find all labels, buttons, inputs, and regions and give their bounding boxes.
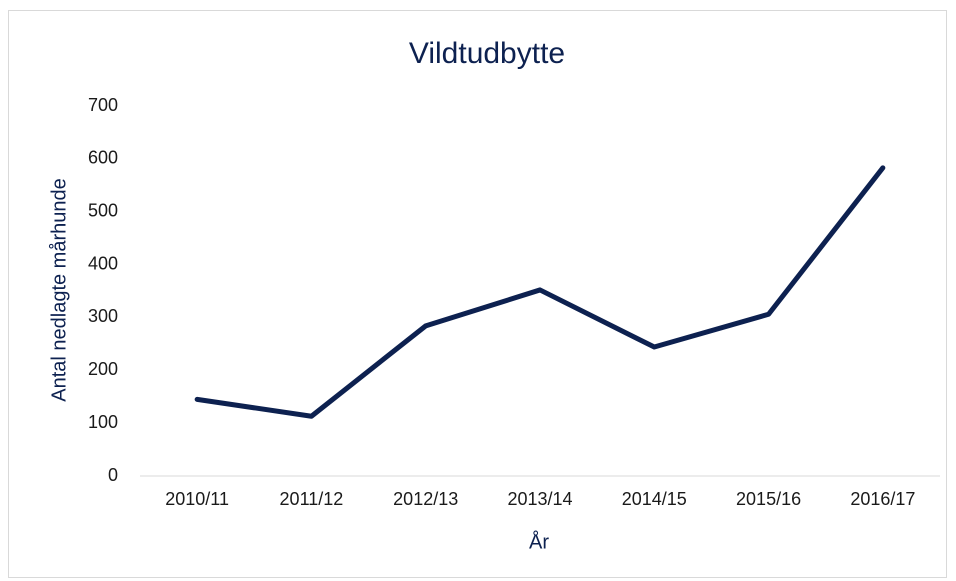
chart-title: Vildtudbytte	[409, 37, 565, 70]
x-tick-label: 2012/13	[393, 489, 458, 509]
chart-border	[8, 10, 947, 578]
y-tick-label: 100	[88, 412, 118, 432]
y-tick-label: 300	[88, 306, 118, 326]
y-tick-label: 200	[88, 359, 118, 379]
x-tick-label: 2013/14	[507, 489, 572, 509]
y-tick-label: 400	[88, 253, 118, 273]
x-tick-label: 2016/17	[850, 489, 915, 509]
y-tick-label: 700	[88, 95, 118, 115]
x-tick-label: 2014/15	[622, 489, 687, 509]
y-tick-label: 500	[88, 200, 118, 220]
y-tick-label: 0	[108, 465, 118, 485]
x-tick-label: 2015/16	[736, 489, 801, 509]
x-tick-label: 2010/11	[165, 489, 229, 509]
x-axis-label: År	[529, 530, 549, 553]
line-series	[194, 165, 886, 419]
x-tick-label: 2011/12	[280, 489, 344, 509]
y-tick-label: 600	[88, 148, 118, 168]
y-axis-label: Antal nedlagte mårhunde	[48, 178, 70, 402]
